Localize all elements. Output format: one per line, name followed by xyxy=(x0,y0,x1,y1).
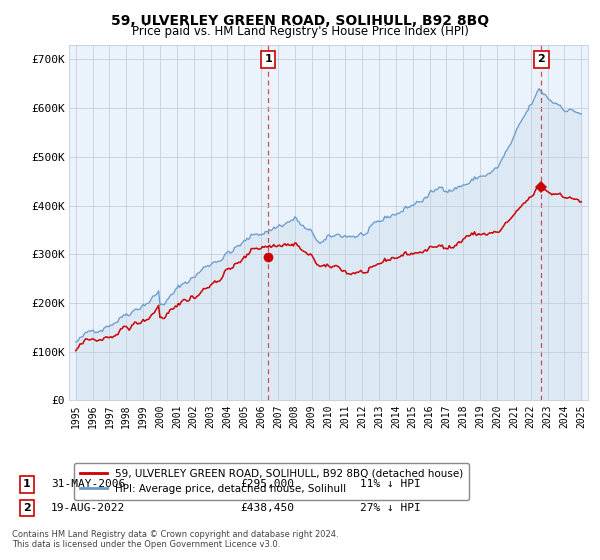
Text: 19-AUG-2022: 19-AUG-2022 xyxy=(51,503,125,513)
Text: 59, ULVERLEY GREEN ROAD, SOLIHULL, B92 8BQ: 59, ULVERLEY GREEN ROAD, SOLIHULL, B92 8… xyxy=(111,14,489,28)
Text: Price paid vs. HM Land Registry's House Price Index (HPI): Price paid vs. HM Land Registry's House … xyxy=(131,25,469,38)
Text: £438,450: £438,450 xyxy=(240,503,294,513)
Legend: 59, ULVERLEY GREEN ROAD, SOLIHULL, B92 8BQ (detached house), HPI: Average price,: 59, ULVERLEY GREEN ROAD, SOLIHULL, B92 8… xyxy=(74,463,469,500)
Text: 2: 2 xyxy=(23,503,31,513)
Text: Contains HM Land Registry data © Crown copyright and database right 2024.: Contains HM Land Registry data © Crown c… xyxy=(12,530,338,539)
Text: 31-MAY-2006: 31-MAY-2006 xyxy=(51,479,125,489)
Text: £295,000: £295,000 xyxy=(240,479,294,489)
Text: 27% ↓ HPI: 27% ↓ HPI xyxy=(360,503,421,513)
Text: This data is licensed under the Open Government Licence v3.0.: This data is licensed under the Open Gov… xyxy=(12,540,280,549)
Text: 1: 1 xyxy=(23,479,31,489)
Text: 1: 1 xyxy=(264,54,272,64)
Text: 2: 2 xyxy=(538,54,545,64)
Text: 11% ↓ HPI: 11% ↓ HPI xyxy=(360,479,421,489)
